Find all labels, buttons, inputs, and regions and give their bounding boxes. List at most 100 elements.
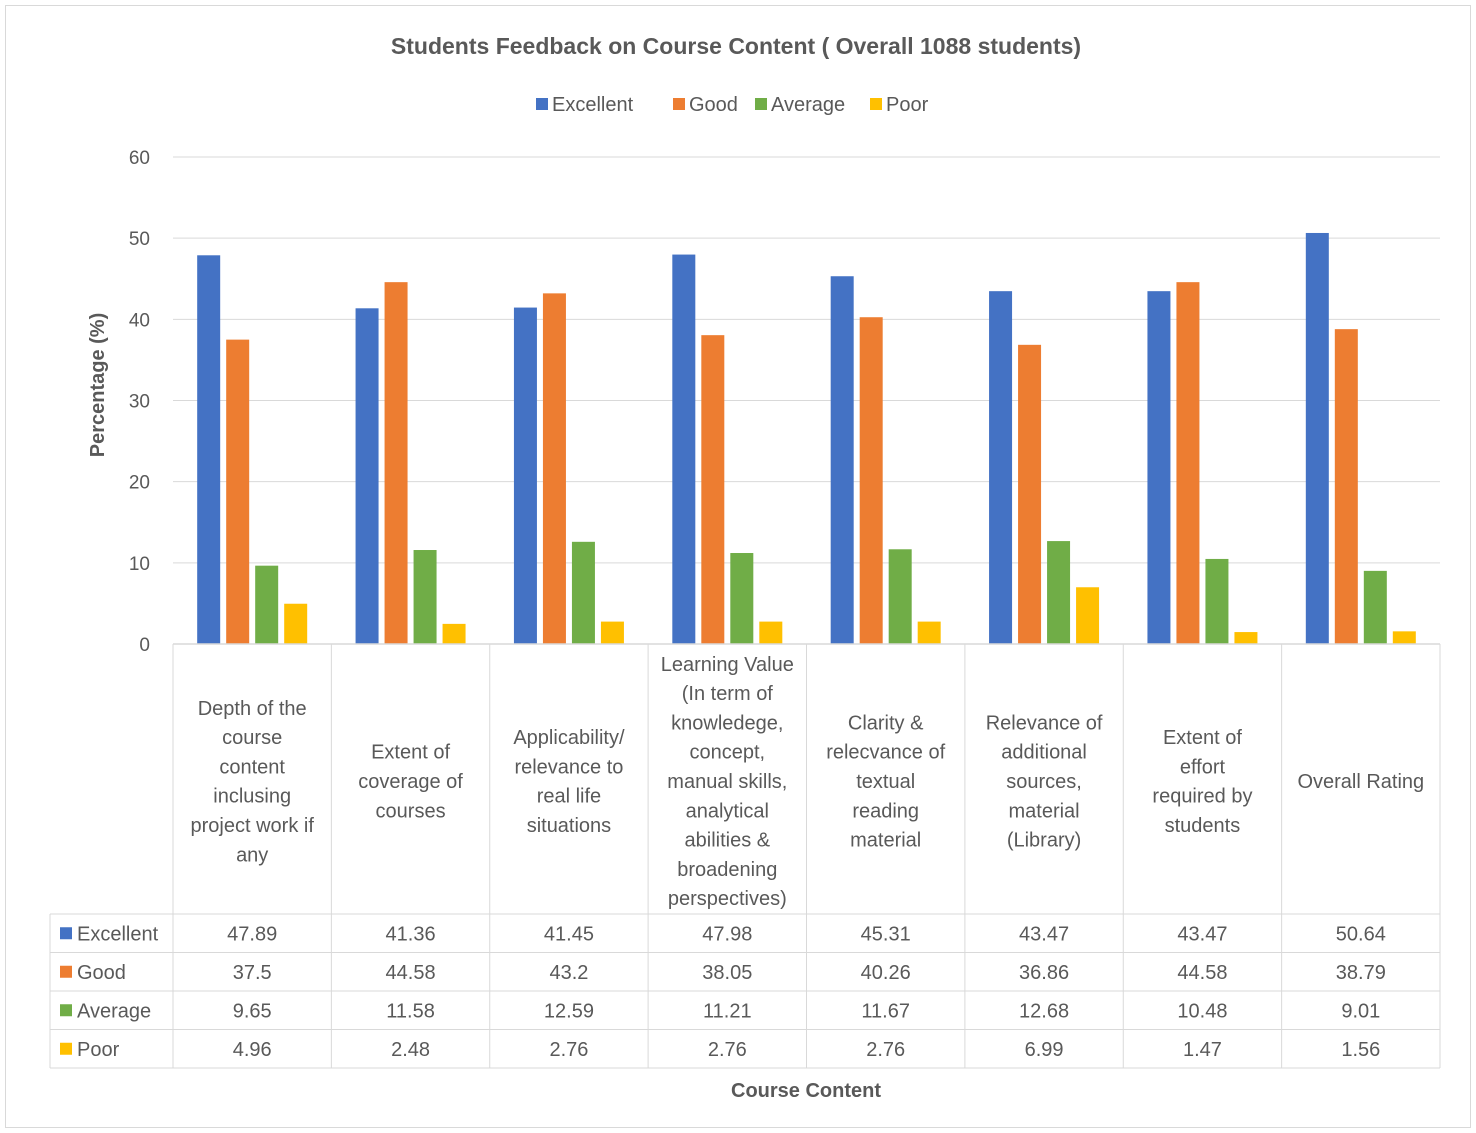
bar-average <box>1363 570 1387 644</box>
category-label: relecvance of <box>826 742 945 764</box>
category-label: (In term of <box>682 683 774 705</box>
table-legend-key-poor <box>60 1042 72 1055</box>
y-tick-label: 60 <box>129 148 150 169</box>
category-label: course <box>222 727 282 749</box>
table-cell-value: 11.21 <box>703 1000 752 1022</box>
legend-swatch-poor <box>870 98 882 110</box>
y-tick-label: 20 <box>129 473 150 494</box>
bars <box>197 232 1416 645</box>
category-label: material <box>850 830 921 852</box>
bar-poor <box>1392 631 1416 644</box>
table-cell-value: 37.5 <box>233 962 272 984</box>
bar-poor <box>600 621 624 644</box>
table-cell-value: 4.96 <box>233 1039 272 1061</box>
category-label: reading <box>852 800 919 822</box>
bar-good <box>542 293 566 644</box>
table-cell-value: 11.58 <box>386 1000 435 1022</box>
category-label: analytical <box>686 800 769 822</box>
table-cell-value: 6.99 <box>1025 1039 1064 1061</box>
category-label: broadening <box>677 859 777 881</box>
bar-good <box>1018 344 1042 644</box>
category-label: Learning Value <box>661 654 794 676</box>
bar-poor <box>917 621 941 644</box>
category-label: courses <box>376 800 446 822</box>
table-cell-value: 2.76 <box>866 1039 905 1061</box>
bar-excellent <box>830 276 854 644</box>
legend: Excellent Good Average Poor <box>536 94 929 116</box>
y-tick-label: 10 <box>129 554 150 575</box>
y-axis-title: Percentage (%) <box>87 313 109 458</box>
gridlines <box>173 156 1440 564</box>
table-cell-value: 2.48 <box>391 1039 430 1061</box>
chart-frame <box>5 5 1471 1128</box>
category-label: sources, <box>1006 771 1082 793</box>
bar-excellent <box>513 307 537 644</box>
bar-good <box>226 339 250 644</box>
bar-excellent <box>197 255 221 644</box>
bar-poor <box>759 621 783 644</box>
bar-average <box>1047 541 1071 644</box>
category-label: project work if <box>191 815 315 837</box>
x-axis-title: Course Content <box>731 1080 881 1102</box>
table-cell-value: 44.58 <box>386 962 436 984</box>
y-tick-label: 30 <box>129 392 150 413</box>
table-series-name: Good <box>77 962 126 984</box>
bar-excellent <box>1147 291 1171 644</box>
category-label: relevance to <box>514 756 623 778</box>
category-label: any <box>236 844 268 866</box>
table-cell-value: 36.86 <box>1019 962 1069 984</box>
category-label: abilities & <box>685 830 771 852</box>
table-cell-value: 2.76 <box>708 1039 747 1061</box>
legend-label-average: Average <box>771 94 845 116</box>
table-cell-value: 38.79 <box>1336 962 1386 984</box>
table-cell-value: 43.47 <box>1177 923 1227 945</box>
category-label: knowledege, <box>671 712 783 734</box>
legend-label-poor: Poor <box>886 94 929 116</box>
category-label: Clarity & <box>848 712 924 734</box>
bar-average <box>413 550 437 644</box>
table-cell-value: 44.58 <box>1177 962 1227 984</box>
table-cell-value: 40.26 <box>861 962 911 984</box>
table-cell-value: 38.05 <box>702 962 752 984</box>
table-cell-value: 47.98 <box>702 923 752 945</box>
category-label: material <box>1008 800 1079 822</box>
y-axis-ticks: 0 10 20 30 40 50 60 <box>129 148 150 656</box>
category-label: perspectives) <box>668 888 787 910</box>
category-label: manual skills, <box>667 771 787 793</box>
bar-average <box>1205 558 1229 644</box>
category-label: concept, <box>690 742 766 764</box>
category-label: coverage of <box>358 771 463 793</box>
table-series-name: Average <box>77 1000 151 1022</box>
category-label: Depth of the <box>198 698 307 720</box>
bar-good <box>1334 329 1358 644</box>
bar-average <box>730 553 754 644</box>
table-cell-value: 50.64 <box>1336 923 1386 945</box>
table-legend-key-good <box>60 965 72 978</box>
table-cell-value: 11.67 <box>861 1000 910 1022</box>
table-cell-value: 12.59 <box>544 1000 594 1022</box>
bar-excellent <box>989 291 1013 644</box>
bar-good <box>859 317 883 644</box>
table-cell-value: 10.48 <box>1177 1000 1227 1022</box>
category-label: textual <box>856 771 915 793</box>
y-tick-label: 40 <box>129 310 150 331</box>
category-label: Extent of <box>1163 727 1242 749</box>
table-series-name: Excellent <box>77 923 159 945</box>
legend-label-good: Good <box>689 94 738 116</box>
bar-poor <box>1076 587 1100 644</box>
category-label: Relevance of <box>986 712 1103 734</box>
category-label: (Library) <box>1007 830 1081 852</box>
table-cell-value: 9.65 <box>233 1000 272 1022</box>
table-legend-key-excellent <box>60 927 72 940</box>
table-cell-value: 43.47 <box>1019 923 1069 945</box>
bar-excellent <box>355 308 379 644</box>
category-label: situations <box>527 815 612 837</box>
table-cell-value: 45.31 <box>861 923 911 945</box>
bar-poor <box>442 623 466 644</box>
bar-poor <box>1234 632 1258 644</box>
category-label: Overall Rating <box>1297 771 1424 793</box>
bar-good <box>384 282 408 644</box>
y-tick-label: 50 <box>129 229 150 250</box>
table-cell-value: 41.45 <box>544 923 594 945</box>
bar-excellent <box>672 254 696 645</box>
